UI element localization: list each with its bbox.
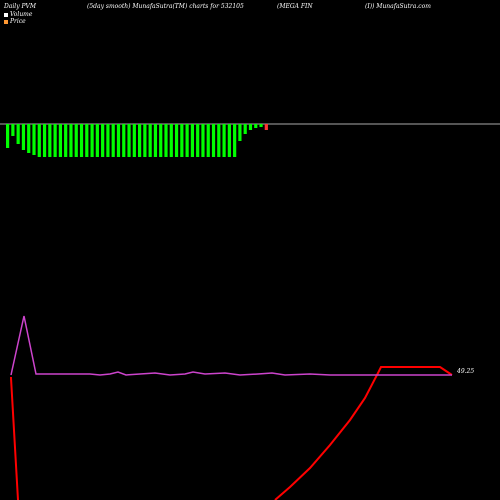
volume-bar — [238, 124, 242, 141]
volume-bar — [233, 124, 237, 157]
volume-bar — [21, 124, 26, 150]
volume-bar — [201, 124, 205, 157]
volume-bar — [174, 124, 179, 157]
price-line-right — [274, 366, 453, 500]
volume-bar — [264, 124, 268, 130]
volume-bar — [116, 124, 121, 157]
volume-bar — [64, 124, 68, 157]
volume-bar — [53, 124, 57, 157]
volume-bar — [101, 124, 105, 157]
volume-bar — [74, 124, 78, 157]
volume-bar — [95, 124, 99, 157]
legend-price-swatch — [4, 19, 8, 24]
volume-bar — [153, 124, 158, 157]
volume-bar — [11, 124, 15, 136]
volume-bar — [159, 124, 163, 157]
volume-bar — [6, 124, 10, 148]
volume-bar — [196, 124, 200, 157]
price-line — [10, 377, 19, 500]
volume-bar — [122, 124, 126, 157]
volume-bar — [180, 124, 184, 157]
volume-bar — [190, 124, 194, 157]
volume-bar — [259, 124, 263, 127]
volume-bar — [37, 124, 41, 157]
volume-bar — [90, 124, 94, 157]
legend-volume: Volume — [4, 11, 32, 18]
legend-volume-swatch — [4, 12, 8, 17]
volume-bar — [48, 124, 52, 157]
volume-bar — [127, 124, 131, 157]
price-label: 49.25 — [456, 368, 474, 375]
volume-bar — [111, 124, 115, 157]
volume-bar — [248, 124, 253, 130]
volume-bar — [16, 124, 20, 144]
volume-bar — [169, 124, 173, 157]
volume-bar — [132, 124, 136, 157]
volume-bar — [58, 124, 62, 157]
site-name: (I)) MunafaSutra.com — [365, 3, 431, 10]
volume-bar — [185, 124, 189, 157]
volume-bar — [164, 124, 168, 157]
volume-bar — [148, 124, 152, 157]
volume-bar — [206, 124, 210, 157]
legend-price-label: Price — [10, 18, 26, 25]
volume-bar — [79, 124, 84, 157]
volume-bar — [106, 124, 110, 157]
legend-price: Price — [4, 18, 26, 25]
pvm-line — [10, 315, 452, 376]
volume-bar — [222, 124, 226, 157]
volume-bar — [27, 124, 31, 153]
volume-bar — [85, 124, 89, 157]
volume-bar — [227, 124, 231, 157]
volume-bar — [42, 124, 47, 157]
legend-volume-label: Volume — [10, 11, 33, 18]
volume-bar — [138, 124, 142, 157]
volume-bar — [143, 124, 147, 157]
volume-bar — [254, 124, 258, 128]
volume-bar — [217, 124, 221, 157]
volume-bar — [243, 124, 247, 134]
volume-bar — [32, 124, 36, 155]
volume-bar — [69, 124, 73, 157]
volume-bar — [211, 124, 216, 157]
chart-title: Daily PVM — [4, 3, 37, 10]
chart-subtitle: (5day smooth) MunafaSutra(TM) charts for… — [87, 3, 244, 10]
company-name: (MEGA FIN — [277, 3, 313, 10]
volume-bars — [6, 124, 268, 157]
